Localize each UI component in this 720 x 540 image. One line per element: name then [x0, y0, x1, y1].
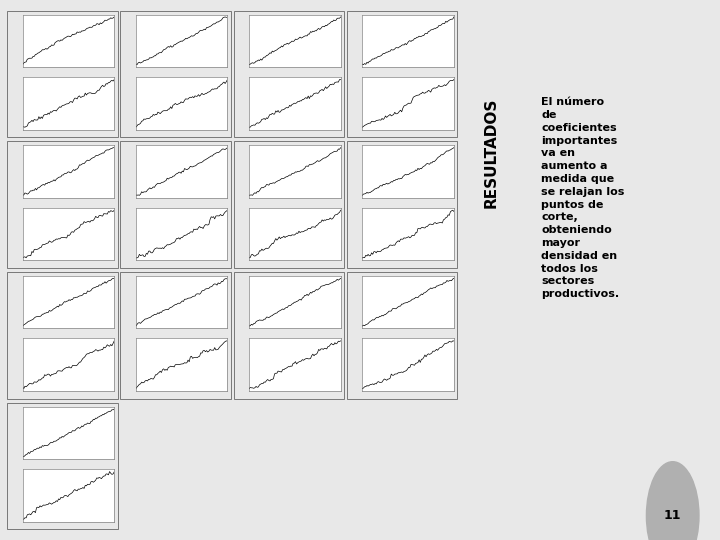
Circle shape — [647, 462, 699, 540]
Text: RESULTADOS: RESULTADOS — [484, 97, 499, 207]
Text: El número
de
coeficientes
importantes
va en
aumento a
medida que
se relajan los
: El número de coeficientes importantes va… — [541, 97, 625, 299]
Text: 11: 11 — [664, 509, 681, 522]
